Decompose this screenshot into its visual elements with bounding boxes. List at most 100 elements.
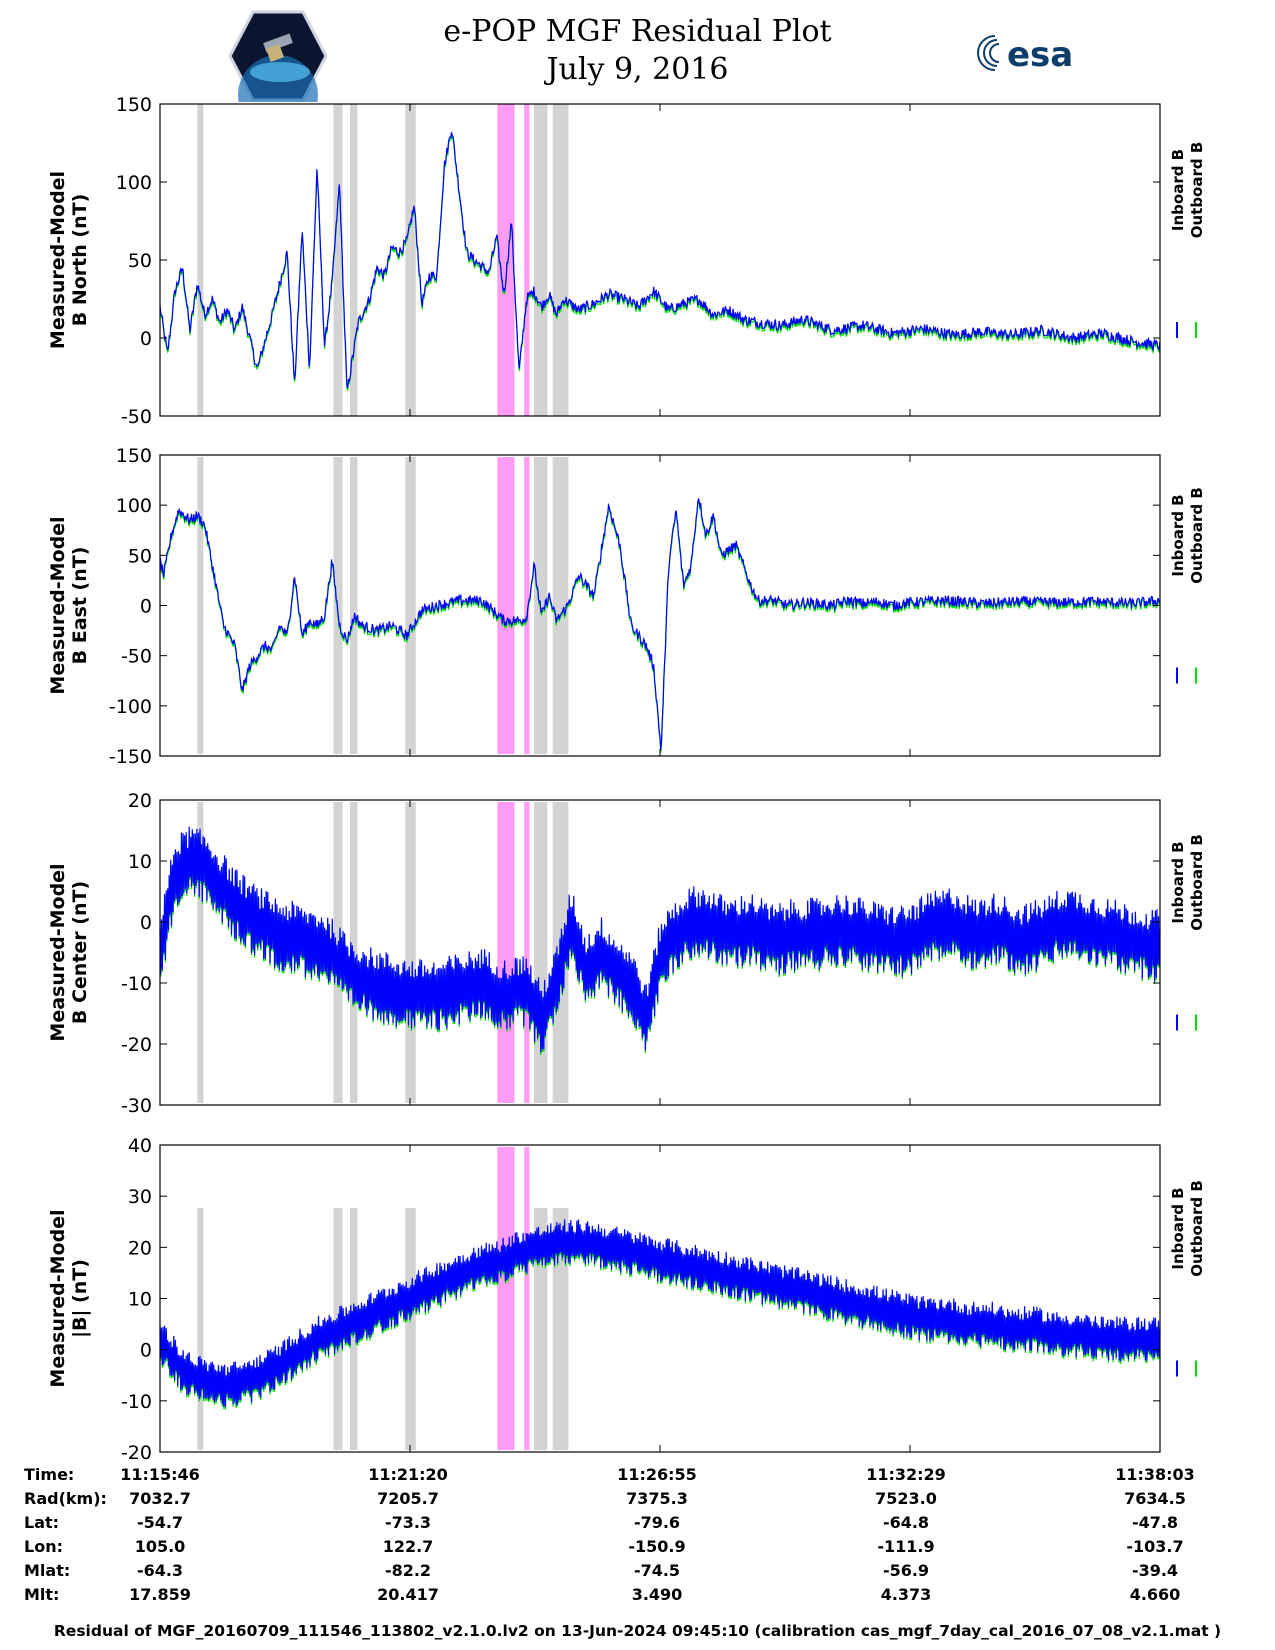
inboard-b-series-line [159, 498, 1161, 751]
info-cell: 3.490 [631, 1585, 683, 1604]
highlight-band [552, 104, 569, 416]
info-cell: 122.7 [382, 1537, 434, 1556]
highlight-band [197, 457, 204, 754]
info-cell: 4.373 [880, 1585, 932, 1604]
highlight-band [552, 1208, 569, 1450]
info-cell: 20.417 [377, 1585, 439, 1604]
legend-label-inboard: Inboard B [1169, 149, 1187, 231]
y-tick-label: -10 [121, 1391, 152, 1413]
outboard-b-series-line [159, 500, 1161, 753]
y-axis-label: Measured-Model [47, 171, 69, 349]
cassiope-logo-icon [228, 10, 328, 102]
info-cell: -103.7 [1126, 1537, 1184, 1556]
info-cell: 11:32:29 [866, 1465, 946, 1484]
y-tick-label: -100 [109, 696, 152, 718]
y-axis-label: |B| (nT) [69, 1259, 91, 1338]
info-cell: 7375.3 [626, 1489, 688, 1508]
highlight-band [197, 104, 204, 416]
info-cell: -64.8 [882, 1513, 930, 1532]
info-cell: -150.9 [628, 1537, 686, 1556]
info-cell: 11:26:55 [617, 1465, 697, 1484]
y-tick-label: 0 [140, 328, 152, 350]
info-cell: 11:21:20 [368, 1465, 448, 1484]
info-label: Rad(km): [24, 1489, 107, 1508]
info-cell: -39.4 [1131, 1561, 1179, 1580]
y-tick-label: 100 [116, 172, 152, 194]
highlight-band [497, 104, 515, 416]
highlight-band [533, 1208, 548, 1450]
y-tick-label: 100 [116, 495, 152, 517]
info-row-lat: Lat: -54.7 -73.3 -79.6 -64.8 -47.8 [0, 1513, 1275, 1537]
y-axis-label: B East (nT) [69, 547, 91, 665]
info-cell: -82.2 [384, 1561, 432, 1580]
esa-logo-text: esa [1007, 35, 1073, 75]
info-cell: 7634.5 [1124, 1489, 1186, 1508]
info-label: Time: [24, 1465, 75, 1484]
highlight-band [349, 104, 358, 416]
plot-subtitle: July 9, 2016 [546, 52, 729, 87]
legend-label-inboard: Inboard B [1169, 841, 1187, 923]
plot-frame [159, 103, 1161, 417]
highlight-band [405, 802, 416, 1103]
info-cell: 7032.7 [129, 1489, 191, 1508]
y-tick-label: -20 [121, 1442, 152, 1460]
y-axis-label: B North (nT) [69, 194, 91, 327]
legend-label-outboard: Outboard B [1188, 834, 1206, 931]
highlight-band [333, 457, 343, 754]
y-tick-label: -30 [121, 1095, 152, 1117]
highlight-band [533, 802, 548, 1103]
inboard-b-series-line [159, 1219, 1161, 1408]
y-tick-label: 20 [128, 790, 152, 812]
y-tick-label: 150 [116, 445, 152, 467]
info-label: Mlat: [24, 1561, 71, 1580]
info-cell: 17.859 [129, 1585, 191, 1604]
plot-frame [159, 1144, 1161, 1453]
info-label: Lon: [24, 1537, 63, 1556]
info-cell: 11:15:46 [120, 1465, 200, 1484]
info-row-rad: Rad(km): 7032.7 7205.7 7375.3 7523.0 763… [0, 1489, 1275, 1513]
info-cell: 11:38:03 [1115, 1465, 1195, 1484]
info-cell: -74.5 [633, 1561, 681, 1580]
highlight-band [524, 104, 530, 416]
info-label: Mlt: [24, 1585, 60, 1604]
y-tick-label: 150 [116, 94, 152, 116]
y-axis-label: Measured-Model [47, 1209, 69, 1387]
info-cell: 105.0 [134, 1537, 186, 1556]
highlight-band [524, 457, 530, 754]
inboard-b-series-line [159, 826, 1161, 1053]
y-tick-label: 50 [128, 545, 152, 567]
y-tick-label: 40 [128, 1135, 152, 1157]
highlight-band [405, 1208, 416, 1450]
highlight-band [497, 457, 515, 754]
info-row-lon: Lon: 105.0 122.7 -150.9 -111.9 -103.7 [0, 1537, 1275, 1561]
y-axis-label: B Center (nT) [69, 881, 91, 1024]
highlight-band [552, 457, 569, 754]
info-cell: 7523.0 [875, 1489, 937, 1508]
legend-label-outboard: Outboard B [1188, 487, 1206, 584]
highlight-band [524, 802, 530, 1103]
highlight-band [197, 802, 204, 1103]
y-tick-label: 0 [140, 1340, 152, 1362]
info-cell: -54.7 [136, 1513, 184, 1532]
highlight-band [405, 457, 416, 754]
y-tick-label: 10 [128, 851, 152, 873]
info-cell: 4.660 [1129, 1585, 1181, 1604]
info-cell: 7205.7 [377, 1489, 439, 1508]
info-cell: -73.3 [384, 1513, 432, 1532]
esa-logo-icon: esa [977, 35, 1073, 75]
legend-label-outboard: Outboard B [1188, 142, 1206, 239]
y-tick-label: -50 [121, 646, 152, 668]
info-label: Lat: [24, 1513, 60, 1532]
highlight-band [533, 104, 548, 416]
highlight-band [497, 1147, 515, 1450]
y-axis-label: Measured-Model [47, 863, 69, 1041]
y-tick-label: -150 [109, 746, 152, 768]
y-tick-label: 10 [128, 1289, 152, 1311]
y-tick-label: 0 [140, 912, 152, 934]
footer-caption: Residual of MGF_20160709_111546_113802_v… [53, 1622, 1222, 1640]
highlight-band [197, 1208, 204, 1450]
y-tick-label: 0 [140, 596, 152, 618]
highlight-band [333, 104, 343, 416]
